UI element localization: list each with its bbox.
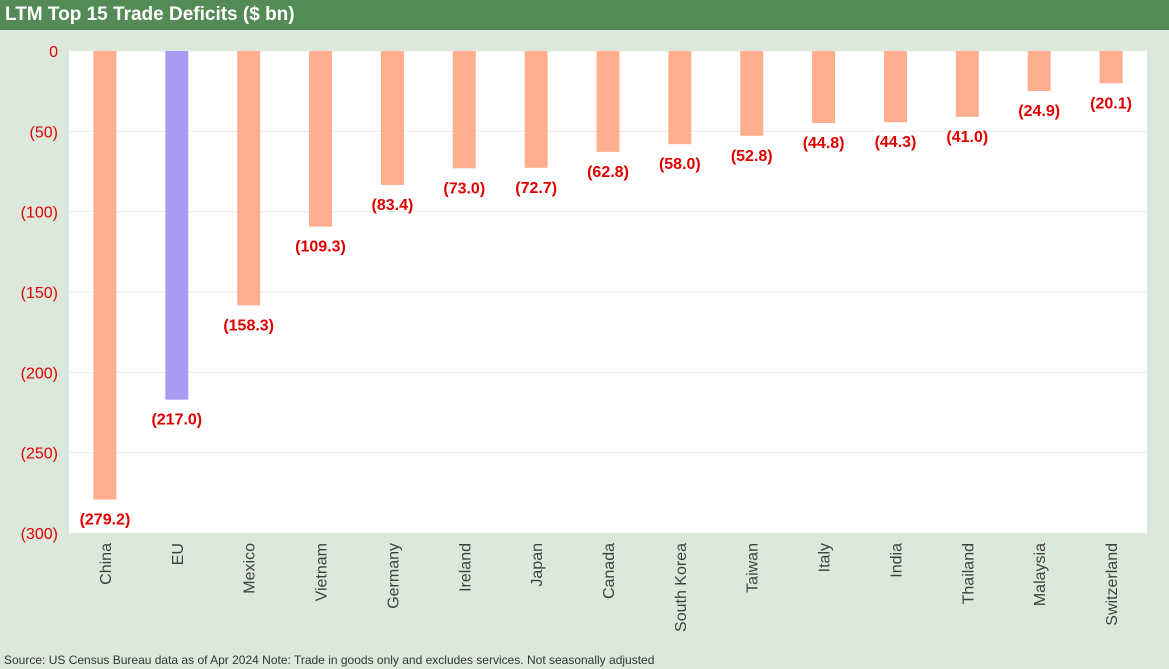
data-label: (109.3) (295, 239, 346, 256)
y-tick-label: (250) (21, 446, 58, 463)
bar (740, 51, 764, 136)
title-bar: LTM Top 15 Trade Deficits ($ bn) (0, 0, 1169, 30)
x-tick-label: Malaysia (1032, 543, 1049, 606)
y-tick-label: (100) (21, 205, 58, 222)
x-tick-label: Taiwan (745, 543, 762, 593)
bar (596, 51, 620, 152)
bar (165, 51, 189, 400)
data-label: (279.2) (80, 512, 131, 529)
x-tick-label: Mexico (242, 543, 259, 594)
x-tick-label: South Korea (673, 543, 690, 632)
x-tick-label: China (98, 543, 115, 585)
y-tick-label: (150) (21, 285, 58, 302)
chart-title: LTM Top 15 Trade Deficits ($ bn) (5, 4, 295, 25)
bar (1027, 51, 1051, 92)
x-tick-label: Switzerland (1104, 543, 1121, 626)
bar (452, 51, 476, 169)
y-tick-label: (200) (21, 365, 58, 382)
bar (812, 51, 836, 123)
data-label: (83.4) (372, 197, 414, 214)
data-label: (62.8) (587, 164, 629, 181)
y-tick-label: (300) (21, 526, 58, 543)
bar (380, 51, 404, 185)
bar-chart: 0 (50) (100) (150) (200) (250) (300) (279.2) Chi… (21, 44, 1147, 632)
x-tick-label: Thailand (960, 543, 977, 604)
bar (1099, 51, 1123, 84)
x-tick-label: Vietnam (314, 543, 331, 601)
bar (309, 51, 333, 227)
bar (237, 51, 261, 306)
data-label: (52.8) (731, 148, 773, 165)
bar (955, 51, 979, 117)
data-label: (44.8) (803, 135, 845, 152)
x-tick-label: Ireland (457, 543, 474, 592)
y-tick-label: 0 (49, 44, 58, 61)
x-tick-label: Italy (817, 543, 834, 572)
data-label: (24.9) (1018, 103, 1060, 120)
data-label: (217.0) (151, 412, 202, 429)
bar (524, 51, 548, 168)
y-tick-label: (50) (30, 124, 58, 141)
data-label: (44.3) (875, 134, 917, 151)
bar (93, 51, 117, 500)
data-label: (20.1) (1090, 95, 1132, 112)
data-label: (41.0) (946, 129, 988, 146)
data-label: (72.7) (515, 180, 557, 197)
x-tick-label: Japan (529, 543, 546, 587)
data-label: (73.0) (443, 180, 485, 197)
data-label: (58.0) (659, 156, 701, 173)
bar (883, 51, 907, 123)
source-note: Source: US Census Bureau data as of Apr … (4, 653, 655, 667)
x-tick-label: Germany (385, 543, 402, 609)
x-tick-label: EU (170, 543, 187, 565)
x-tick-label: India (888, 543, 905, 578)
data-label: (158.3) (223, 317, 274, 334)
x-tick-label: Canada (601, 543, 618, 599)
bar (668, 51, 692, 145)
